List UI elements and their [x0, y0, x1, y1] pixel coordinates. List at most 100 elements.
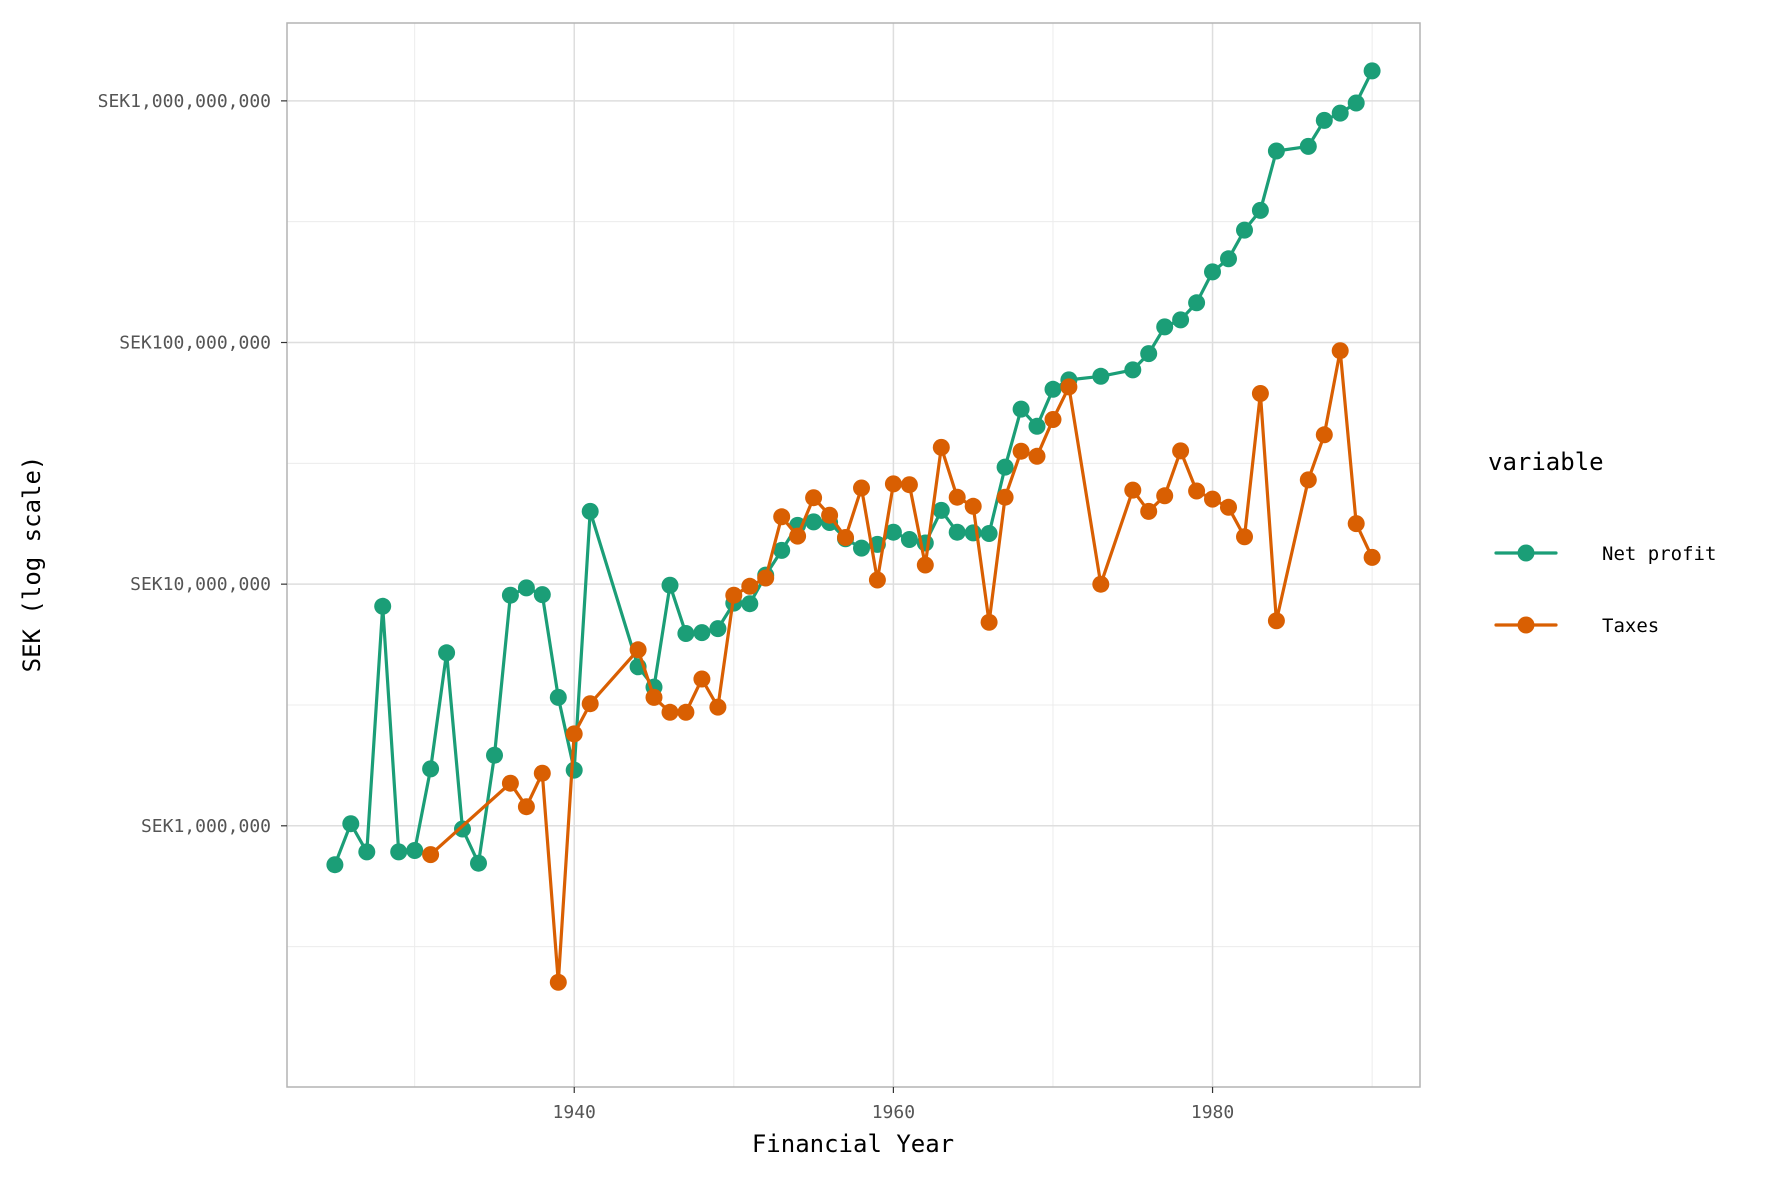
data-point	[916, 556, 934, 574]
data-point	[438, 644, 456, 662]
series-taxes	[422, 342, 1381, 991]
data-point	[565, 725, 583, 743]
data-point	[964, 497, 982, 515]
data-point	[661, 576, 679, 594]
series-line	[429, 349, 1374, 984]
data-point	[789, 527, 807, 545]
data-point	[900, 531, 918, 548]
legend-key-net-profit: Net profit	[1494, 543, 1716, 565]
data-point	[406, 842, 424, 859]
data-point	[358, 843, 376, 861]
data-point	[709, 698, 727, 716]
data-point	[486, 746, 503, 764]
data-point	[581, 695, 599, 713]
data-point	[549, 973, 567, 991]
x-tick-label: 1980	[1191, 1102, 1234, 1123]
data-point	[805, 513, 823, 531]
legend-title: variable	[1488, 448, 1604, 476]
x-tick-label: 1960	[872, 1102, 915, 1123]
data-point	[1028, 417, 1046, 435]
data-point	[1236, 221, 1253, 239]
data-point	[693, 624, 711, 642]
y-tick-label: SEK10,000,000	[130, 574, 271, 595]
y-axis-title: SEK (log scale)	[18, 456, 46, 673]
data-point	[1172, 442, 1190, 460]
data-point	[1363, 548, 1381, 566]
data-point	[1299, 471, 1317, 489]
data-point	[1315, 111, 1333, 129]
data-point	[1060, 378, 1078, 396]
data-point	[422, 846, 440, 864]
data-point	[884, 523, 902, 541]
plot-panel-border	[286, 22, 1421, 1088]
data-point	[565, 761, 583, 779]
legend-key-taxes: Taxes	[1494, 615, 1659, 637]
data-point	[342, 815, 360, 833]
data-point	[821, 506, 839, 524]
data-point	[1347, 515, 1365, 533]
data-point	[1140, 345, 1158, 363]
data-point	[709, 620, 727, 638]
data-point	[837, 529, 854, 546]
data-point	[1204, 263, 1221, 281]
data-point	[1236, 528, 1253, 546]
data-point	[517, 798, 535, 816]
data-point	[549, 688, 567, 706]
data-point	[1124, 481, 1142, 499]
data-point	[1156, 318, 1174, 336]
data-point	[741, 595, 759, 613]
data-point	[996, 458, 1014, 476]
series-layer	[326, 62, 1381, 991]
data-point	[1251, 385, 1269, 402]
data-point	[1220, 250, 1237, 268]
data-point	[1044, 411, 1062, 428]
data-point	[725, 586, 743, 604]
data-point	[1347, 94, 1365, 112]
data-point	[1124, 361, 1142, 379]
data-point	[1267, 142, 1285, 160]
data-point	[677, 625, 695, 642]
data-point	[853, 539, 870, 557]
data-point	[1028, 447, 1046, 465]
data-point	[773, 541, 791, 559]
data-point	[517, 579, 535, 597]
data-point	[932, 501, 950, 519]
data-point	[1331, 342, 1349, 360]
data-point	[868, 571, 886, 589]
data-point	[980, 613, 998, 631]
data-point	[1251, 201, 1269, 219]
data-point	[1204, 490, 1221, 508]
data-point	[1331, 104, 1349, 122]
data-point	[1315, 426, 1333, 444]
data-point	[390, 843, 408, 861]
data-point	[470, 854, 487, 872]
data-point	[501, 586, 519, 604]
data-point	[422, 760, 440, 778]
data-point	[533, 586, 551, 604]
data-point	[1156, 487, 1174, 505]
data-point	[661, 703, 679, 721]
data-point	[1172, 311, 1190, 329]
data-point	[948, 488, 966, 506]
legend: variable Net profit Taxes	[1488, 448, 1716, 637]
grid-major	[287, 23, 1420, 1087]
legend-label: Net profit	[1602, 543, 1716, 565]
data-point	[757, 569, 775, 587]
data-point	[677, 703, 695, 721]
data-point	[1092, 367, 1110, 385]
data-point	[1140, 502, 1158, 520]
data-point	[805, 489, 823, 507]
legend-swatch-point	[1517, 616, 1535, 634]
y-tick-label: SEK1,000,000	[141, 816, 271, 837]
data-point	[1092, 575, 1110, 593]
x-tick-label: 1940	[553, 1102, 596, 1123]
data-point	[501, 774, 519, 792]
grid-minor	[287, 23, 1420, 1087]
data-point	[1267, 612, 1285, 630]
data-point	[948, 523, 966, 541]
legend-label: Taxes	[1602, 615, 1659, 637]
data-point	[900, 476, 918, 494]
data-point	[1188, 294, 1206, 312]
x-axis-title: Financial Year	[752, 1130, 954, 1158]
data-point	[741, 577, 759, 595]
